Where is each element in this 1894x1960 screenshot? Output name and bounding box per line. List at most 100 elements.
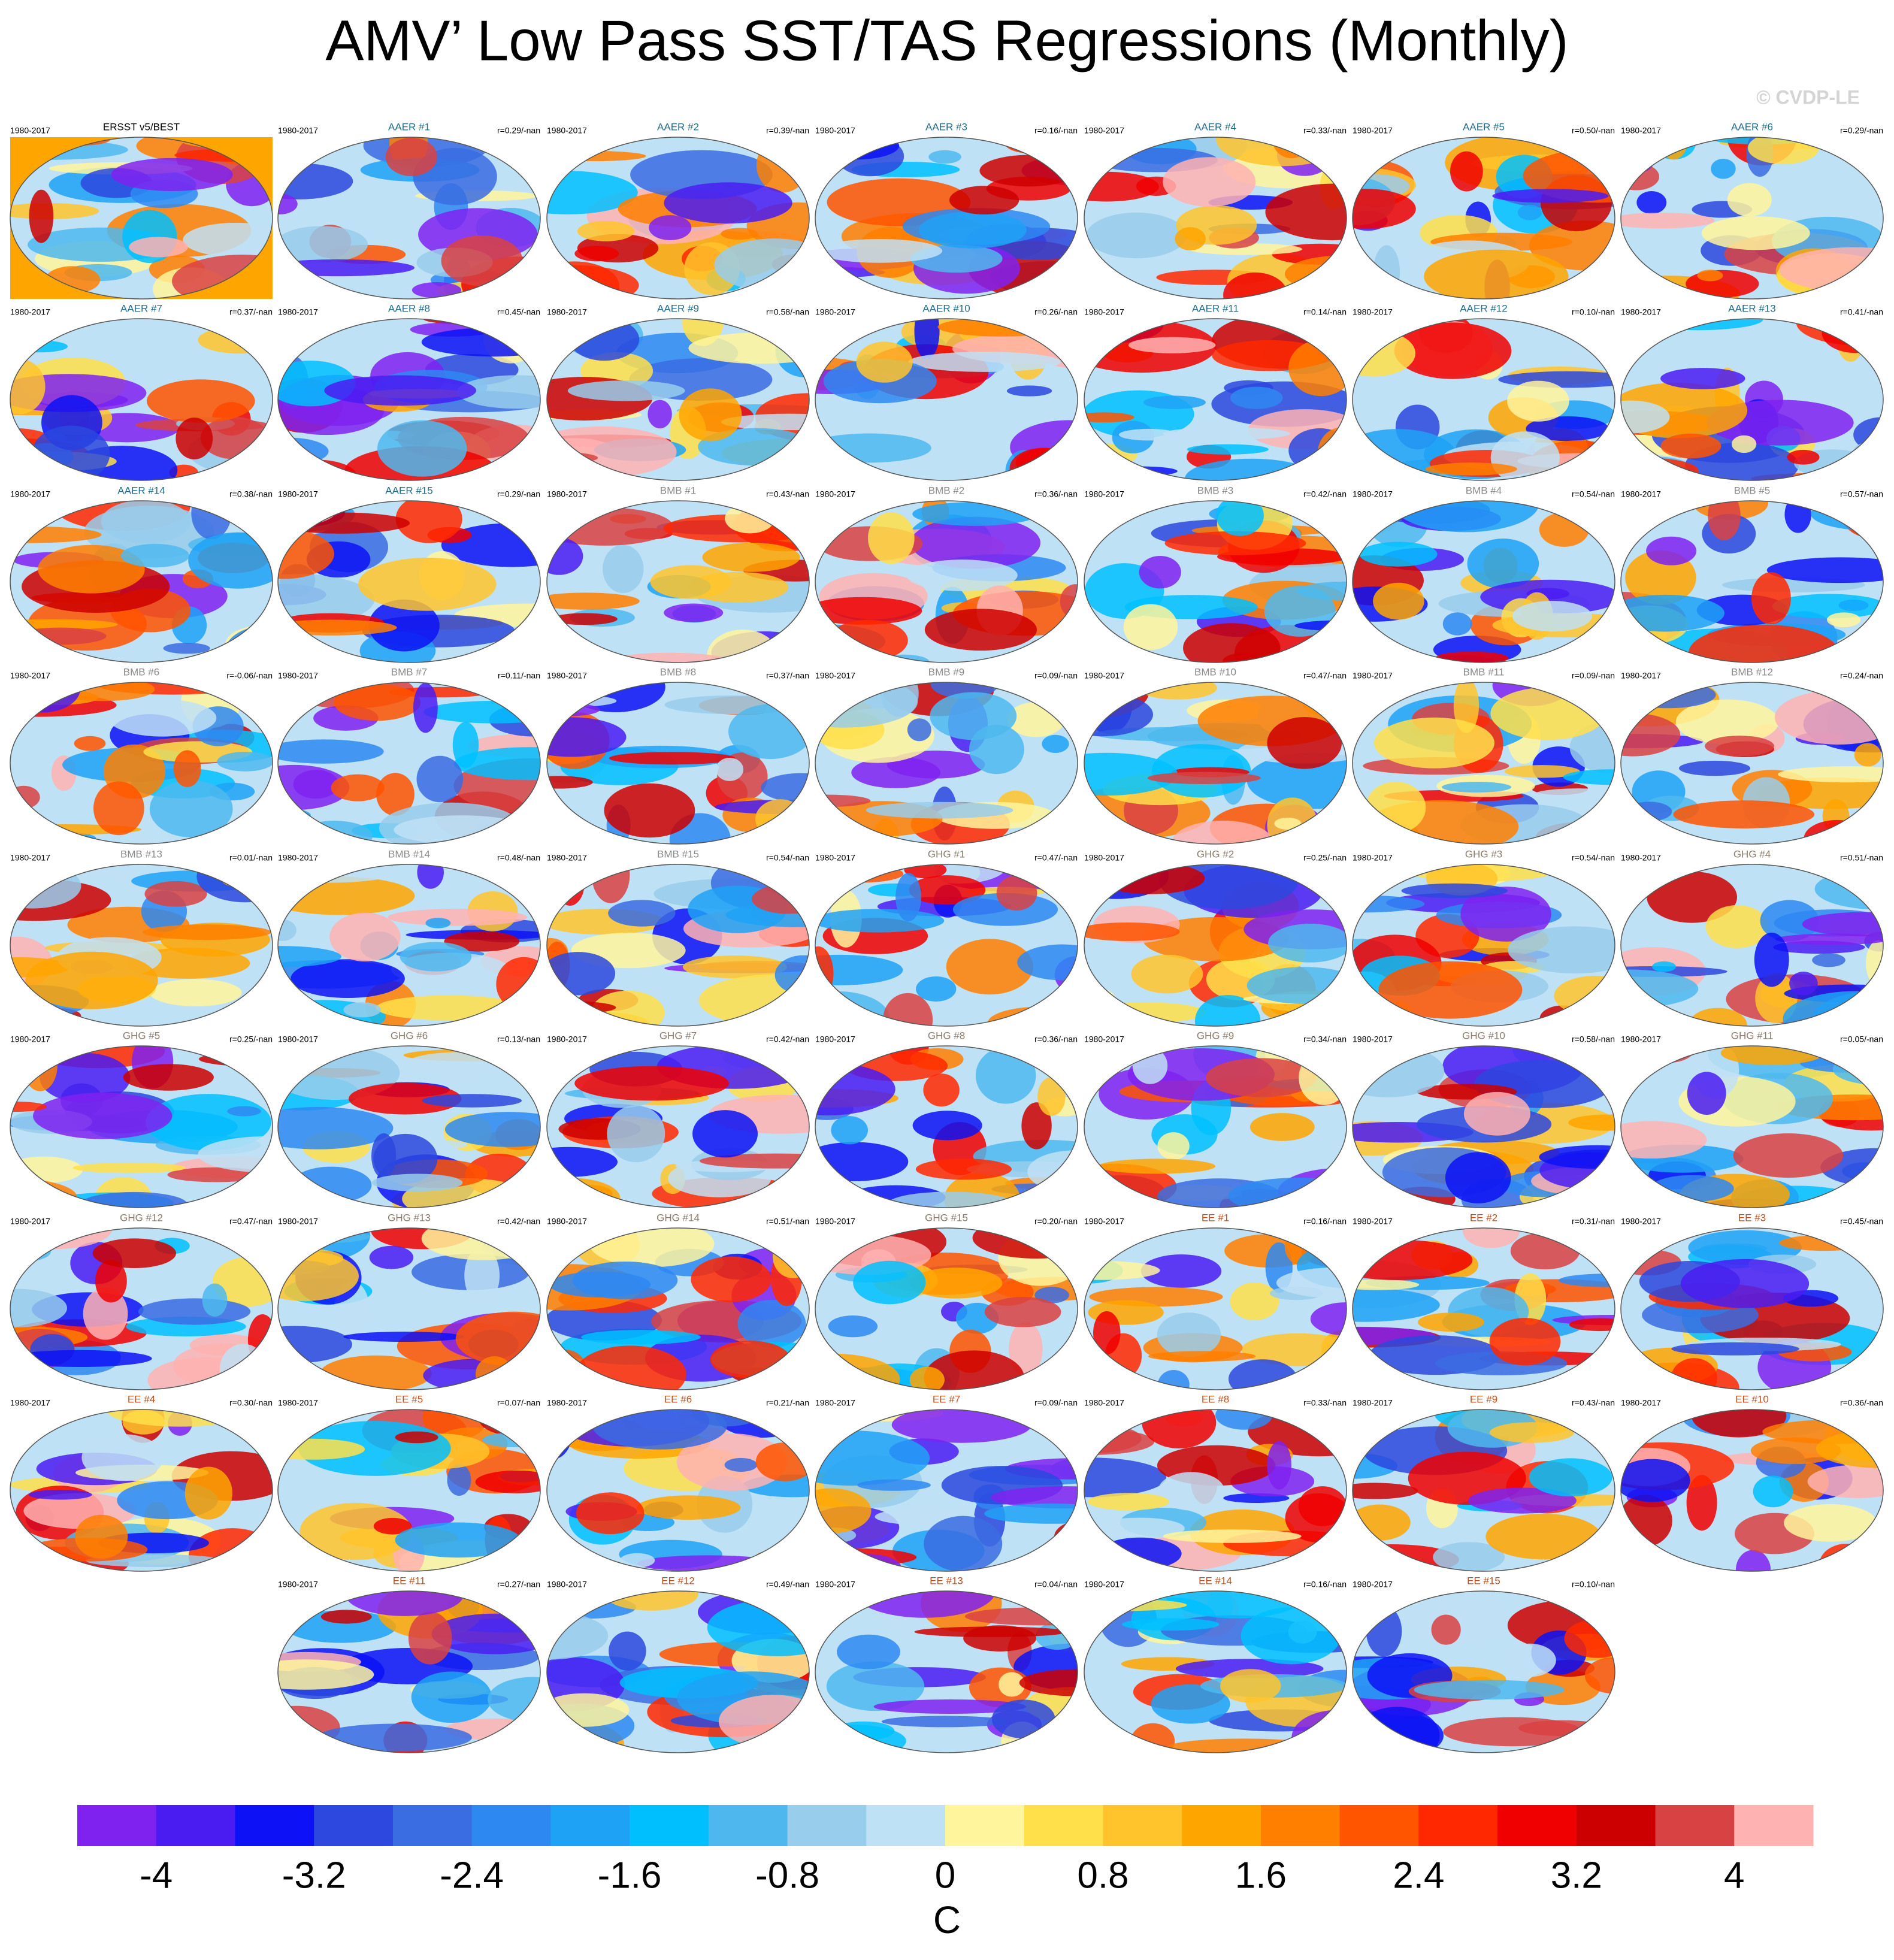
colorbar-box bbox=[550, 1805, 630, 1846]
panel-title: BMB #13 bbox=[120, 848, 162, 860]
map-outline bbox=[546, 1227, 810, 1390]
panel-period: 1980-2017 bbox=[10, 853, 50, 863]
map-anomaly bbox=[873, 1699, 1027, 1714]
panel-title: AAER #8 bbox=[388, 303, 430, 314]
map-anomaly bbox=[928, 150, 961, 164]
map-anomaly bbox=[278, 1659, 374, 1690]
map-anomaly bbox=[815, 433, 931, 463]
colorbar-box bbox=[1024, 1805, 1103, 1846]
map-anomaly bbox=[547, 703, 600, 716]
map-anomaly bbox=[815, 1142, 909, 1181]
map-panel: 1980-2017 EE #4 r=0.30/-nan bbox=[10, 1393, 273, 1572]
map-panel: 1980-2017 EE #2 r=0.31/-nan bbox=[1352, 1212, 1615, 1390]
colorbar-tick-label: 4 bbox=[1724, 1855, 1744, 1896]
map-field bbox=[1353, 1591, 1615, 1753]
map-anomaly bbox=[10, 1156, 83, 1184]
map-anomaly bbox=[1175, 227, 1206, 251]
map-anomaly bbox=[1401, 883, 1508, 899]
panel-title: BMB #1 bbox=[660, 485, 696, 496]
map-anomaly bbox=[1084, 1608, 1112, 1626]
map-field bbox=[278, 1591, 540, 1753]
panel-correlation: r=0.10/-nan bbox=[1572, 1580, 1615, 1589]
map-anomaly bbox=[1092, 1012, 1123, 1026]
map-anomaly bbox=[1678, 760, 1751, 776]
map-anomaly bbox=[460, 501, 540, 513]
panel-correlation: r=0.42/-nan bbox=[766, 1035, 809, 1044]
panel-correlation: r=0.33/-nan bbox=[1303, 1398, 1347, 1408]
map-anomaly bbox=[1299, 1050, 1347, 1105]
map-field bbox=[1084, 1591, 1347, 1753]
map-outline bbox=[1620, 1227, 1884, 1390]
panel-period: 1980-2017 bbox=[1353, 126, 1393, 135]
map-anomaly bbox=[329, 912, 401, 961]
map-anomaly bbox=[856, 341, 913, 383]
map-panel: 1980-2017 GHG #3 r=0.54/-nan bbox=[1352, 848, 1615, 1027]
panel-correlation: r=0.37/-nan bbox=[766, 671, 809, 680]
map-anomaly bbox=[1784, 501, 1811, 533]
colorbar-tick-label: 0.8 bbox=[1077, 1855, 1128, 1896]
panel-period: 1980-2017 bbox=[1621, 307, 1661, 317]
map-anomaly bbox=[74, 736, 106, 751]
map-anomaly bbox=[188, 532, 273, 589]
panel-correlation: r=0.16/-nan bbox=[1303, 1217, 1347, 1226]
map-anomaly bbox=[1628, 137, 1657, 173]
map-field bbox=[278, 1228, 540, 1390]
panel-title: ERSST v5/BEST bbox=[103, 121, 180, 132]
panel-title: EE #10 bbox=[1735, 1393, 1769, 1405]
map-anomaly bbox=[949, 186, 1019, 215]
map-anomaly bbox=[163, 643, 210, 654]
map-anomaly bbox=[1425, 462, 1517, 476]
map-anomaly bbox=[376, 773, 414, 816]
map-anomaly bbox=[1374, 717, 1494, 769]
panel-title: AAER #13 bbox=[1728, 303, 1775, 314]
map-anomaly bbox=[547, 265, 639, 299]
panel-correlation: r=0.16/-nan bbox=[1303, 1580, 1347, 1589]
panel-correlation: r=0.54/-nan bbox=[1572, 489, 1615, 499]
map-anomaly bbox=[1766, 557, 1883, 583]
map-anomaly bbox=[924, 1516, 1003, 1571]
map-anomaly bbox=[147, 1357, 264, 1390]
panel-correlation: r=0.36/-nan bbox=[1840, 1398, 1883, 1408]
map-anomaly bbox=[1317, 427, 1347, 480]
map-anomaly bbox=[1720, 1046, 1825, 1066]
panel-title: EE #2 bbox=[1470, 1212, 1497, 1223]
map-anomaly bbox=[637, 1495, 741, 1520]
map-anomaly bbox=[92, 1238, 177, 1268]
map-outline bbox=[546, 864, 810, 1027]
map-anomaly bbox=[422, 1094, 522, 1108]
panel-period: 1980-2017 bbox=[1084, 671, 1124, 680]
panel-title: AAER #2 bbox=[657, 121, 699, 132]
map-anomaly bbox=[278, 864, 397, 883]
panel-correlation: r=0.36/-nan bbox=[1034, 489, 1078, 499]
map-outline bbox=[815, 318, 1078, 481]
map-anomaly bbox=[1621, 713, 1681, 757]
map-anomaly bbox=[718, 1695, 809, 1749]
panel-title: BMB #15 bbox=[657, 848, 699, 860]
map-anomaly bbox=[1297, 581, 1347, 601]
panel-title: BMB #6 bbox=[123, 666, 159, 677]
map-field bbox=[1353, 1228, 1615, 1390]
map-anomaly bbox=[1450, 151, 1483, 192]
map-anomaly bbox=[1691, 1409, 1787, 1438]
panel-title: AAER #6 bbox=[1731, 121, 1773, 132]
map-anomaly bbox=[331, 774, 385, 801]
map-anomaly bbox=[395, 1522, 521, 1558]
map-outline bbox=[815, 137, 1078, 300]
map-panel: 1980-2017 GHG #13 r=0.42/-nan bbox=[277, 1212, 541, 1390]
map-anomaly bbox=[816, 239, 943, 263]
map-field bbox=[547, 137, 809, 299]
map-anomaly bbox=[278, 919, 296, 941]
map-field bbox=[1353, 682, 1615, 844]
panel-correlation: r=0.01/-nan bbox=[229, 853, 273, 863]
panel-title: GHG #15 bbox=[925, 1212, 968, 1223]
map-anomaly bbox=[23, 1046, 58, 1091]
map-anomaly bbox=[1453, 682, 1480, 733]
map-anomaly bbox=[1859, 804, 1883, 832]
map-anomaly bbox=[857, 1479, 931, 1491]
panel-period: 1980-2017 bbox=[1084, 853, 1124, 863]
panel-title: GHG #14 bbox=[656, 1212, 700, 1223]
map-anomaly bbox=[453, 747, 540, 781]
panel-correlation: r=0.38/-nan bbox=[229, 489, 273, 499]
map-anomaly bbox=[456, 375, 540, 409]
map-field bbox=[547, 1046, 809, 1208]
